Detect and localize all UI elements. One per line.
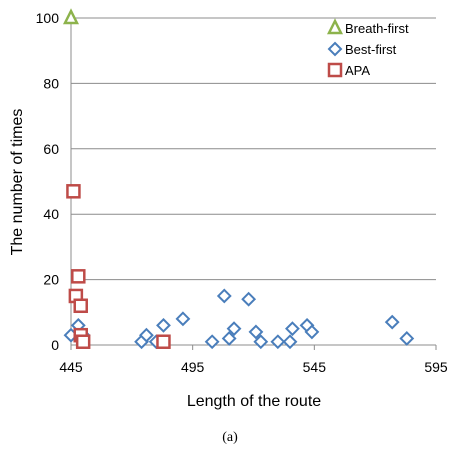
diamond-point	[241, 291, 257, 307]
diamond-point	[282, 334, 298, 350]
square-point	[75, 334, 91, 349]
legend-item: APA	[327, 62, 370, 78]
y-tick-label: 100	[36, 10, 60, 26]
legend-triangle-icon	[326, 18, 344, 35]
diamond-point	[384, 314, 400, 330]
diamond-point	[253, 334, 269, 350]
diamond-point	[248, 324, 264, 340]
legend-label: Breath-first	[345, 21, 409, 36]
triangle-point	[62, 8, 80, 25]
x-axis-title: Length of the route	[187, 393, 321, 410]
data-points	[62, 8, 415, 350]
diamond-point	[226, 321, 242, 337]
legend-item: Breath-first	[326, 18, 409, 36]
x-tick-label: 545	[303, 359, 327, 375]
y-tick-label: 0	[51, 337, 59, 353]
square-point	[66, 184, 81, 199]
legend-square-icon	[327, 62, 343, 78]
x-tick-label: 445	[59, 359, 83, 375]
legend-item: Best-first	[327, 41, 397, 57]
y-tick-label: 80	[43, 75, 59, 91]
y-tick-label: 60	[43, 141, 59, 157]
diamond-point	[285, 321, 300, 337]
diamond-point	[270, 334, 286, 350]
y-tick-label: 40	[43, 206, 59, 222]
y-tick-label: 20	[43, 272, 59, 288]
diamond-point	[175, 311, 191, 327]
x-tick-label: 595	[424, 359, 448, 375]
square-point	[73, 298, 88, 314]
x-tick-label: 495	[181, 359, 205, 375]
diamond-point	[399, 331, 415, 346]
gridlines	[71, 17, 436, 281]
series-best-first	[63, 288, 415, 350]
legend-diamond-icon	[327, 41, 343, 57]
series-apa	[66, 184, 171, 349]
diamond-point	[221, 331, 237, 346]
diamond-point	[139, 327, 154, 343]
diamond-point	[304, 324, 320, 340]
legend-label: Best-first	[345, 42, 397, 57]
diamond-point	[216, 288, 232, 304]
legend: Breath-first Best-first APA	[326, 18, 409, 78]
figure-caption: (a)	[222, 430, 238, 445]
square-point	[71, 269, 86, 284]
square-point	[156, 334, 171, 349]
series-breath-first	[62, 8, 80, 25]
diamond-point	[156, 317, 171, 333]
diamond-point	[204, 334, 220, 350]
legend-label: APA	[345, 63, 370, 78]
y-axis-title: The number of times	[9, 109, 26, 256]
tick-labels: 0 20 40 60 80 100 445 495 545 595	[36, 10, 448, 375]
